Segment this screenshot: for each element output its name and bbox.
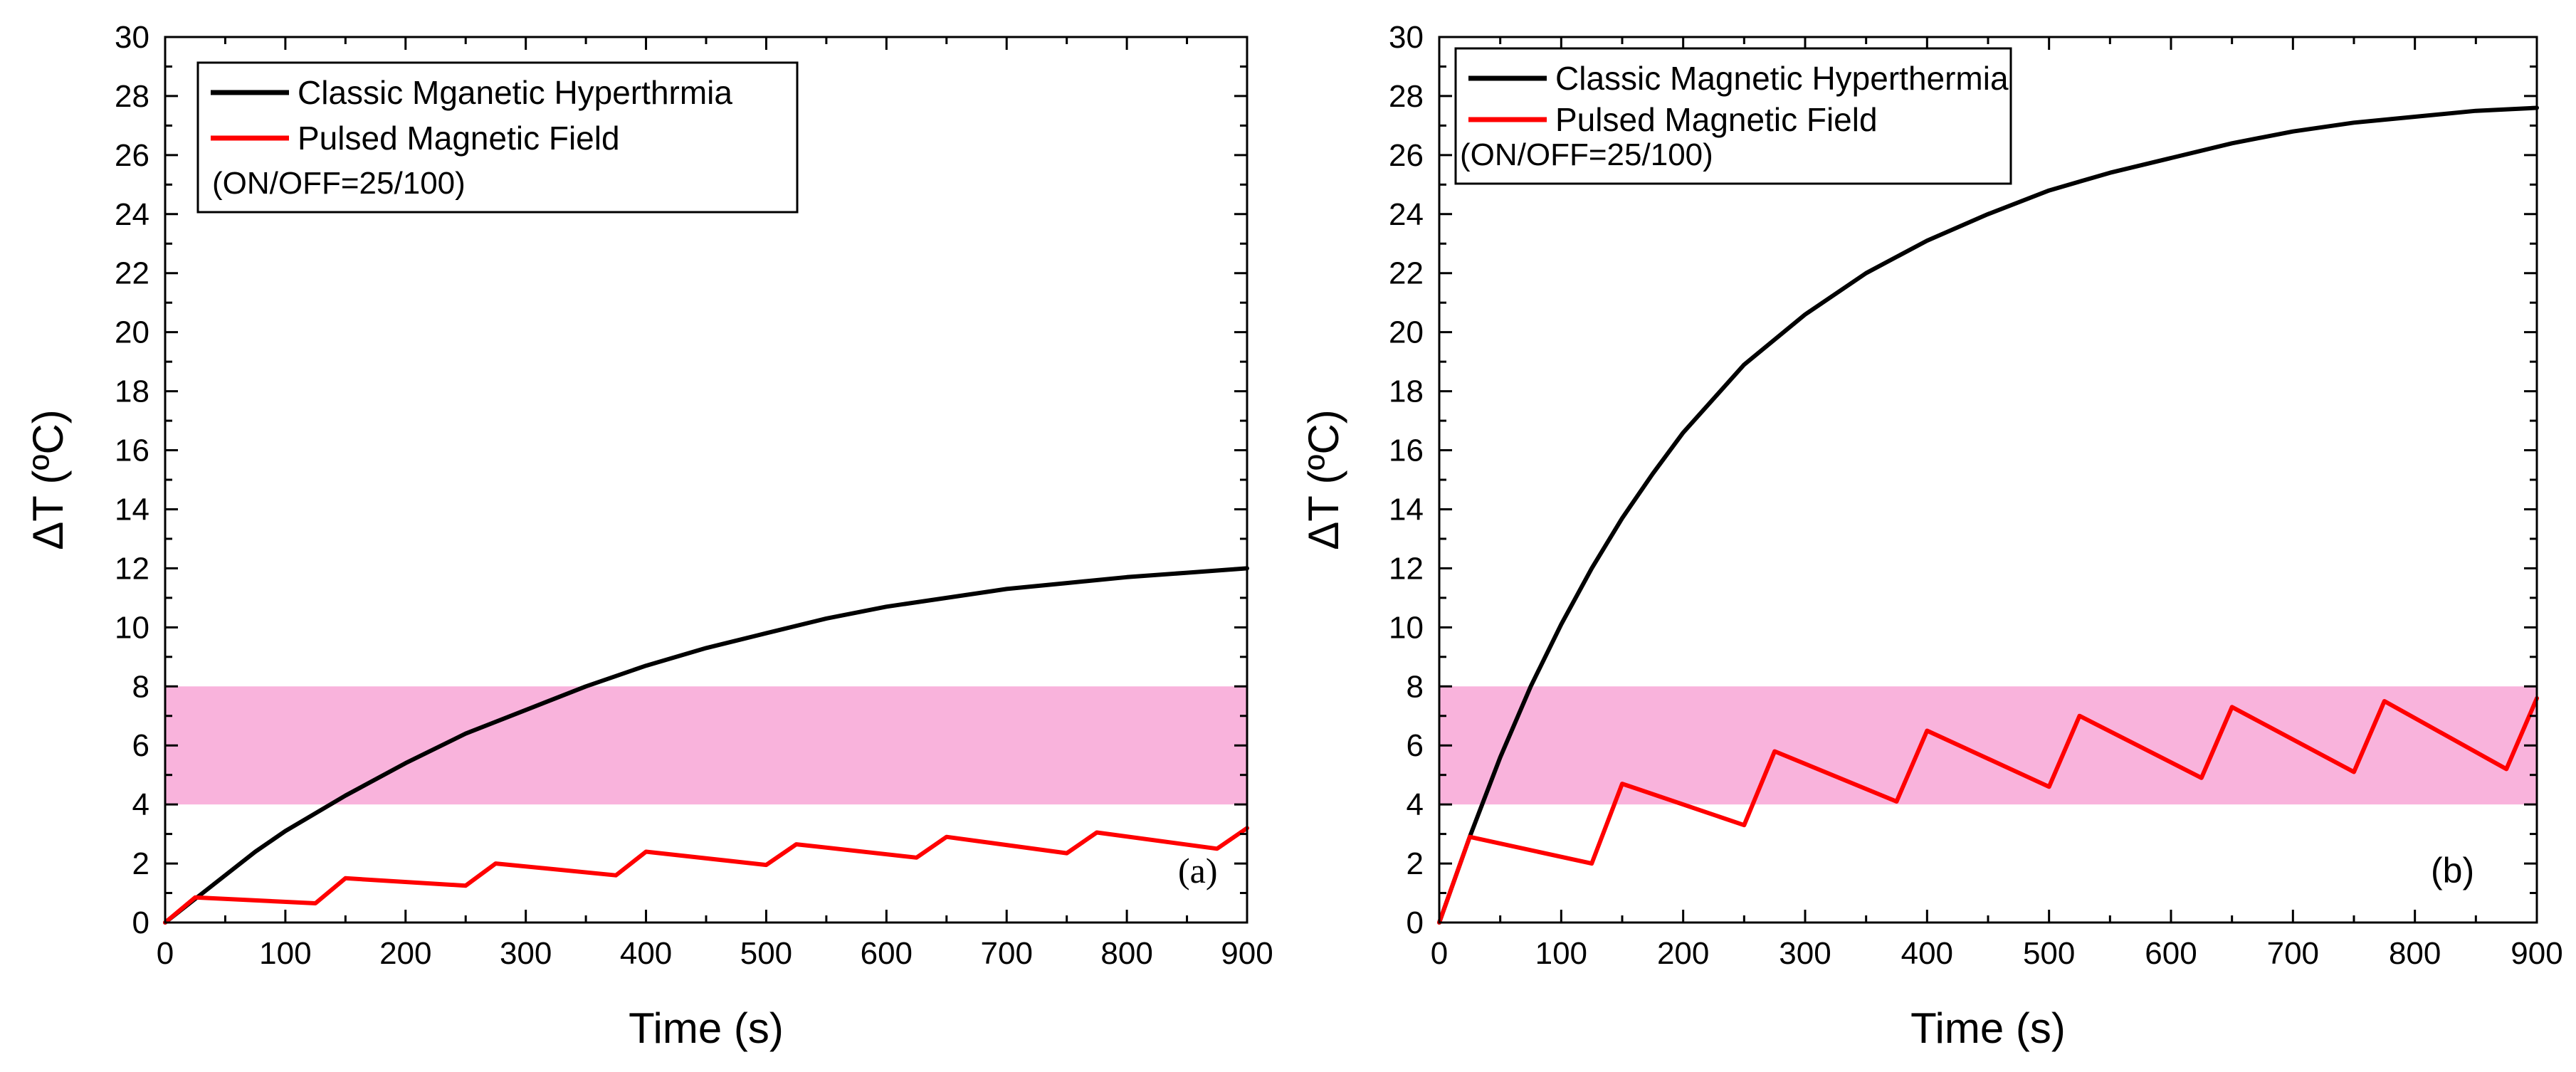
y-tick-label: 14 — [115, 492, 149, 527]
panel-label: (b) — [2431, 851, 2474, 890]
series-line-classic — [1437, 105, 2539, 925]
panel-label: (a) — [1178, 851, 1218, 890]
y-tick-label: 8 — [1407, 669, 1424, 704]
y-tick-label: 18 — [1389, 374, 1424, 409]
y-tick-label: 6 — [1407, 728, 1424, 763]
y-tick-label: 26 — [115, 138, 149, 173]
x-tick-label: 500 — [2023, 936, 2075, 971]
x-tick-label: 500 — [740, 936, 792, 971]
x-tick-label: 400 — [1901, 936, 1953, 971]
y-tick-label: 2 — [1407, 846, 1424, 881]
y-tick-label: 8 — [132, 669, 149, 704]
y-tick-label: 18 — [115, 374, 149, 409]
x-tick-label: 100 — [1535, 936, 1587, 971]
y-tick-label: 0 — [132, 905, 149, 940]
y-tick-label: 16 — [115, 433, 149, 468]
x-tick-label: 900 — [1221, 936, 1273, 971]
legend-note: (ON/OFF=25/100) — [1460, 137, 1713, 172]
y-tick-label: 22 — [115, 256, 149, 291]
x-tick-label: 200 — [379, 936, 431, 971]
x-tick-label: 600 — [861, 936, 913, 971]
y-tick-label: 4 — [1407, 787, 1424, 822]
y-tick-label: 4 — [132, 787, 149, 822]
x-tick-label: 800 — [2389, 936, 2441, 971]
legend-label: Classic Magnetic Hyperthermia — [1555, 60, 2009, 97]
y-tick-label: 6 — [132, 728, 149, 763]
legend-label: Classic Mganetic Hyperthrmia — [298, 74, 732, 111]
y-tick-label: 24 — [115, 197, 149, 232]
y-tick-label: 10 — [115, 610, 149, 645]
series-line-pulsed — [163, 826, 1249, 925]
y-tick-label: 28 — [1389, 79, 1424, 114]
x-tick-label: 200 — [1657, 936, 1709, 971]
series-line-pulsed — [1437, 695, 2539, 925]
y-tick-label: 20 — [115, 315, 149, 350]
x-tick-label: 600 — [2145, 936, 2197, 971]
y-tick-label: 16 — [1389, 433, 1424, 468]
x-tick-label: 800 — [1100, 936, 1152, 971]
x-tick-label: 100 — [259, 936, 311, 971]
y-tick-label: 30 — [1389, 20, 1424, 55]
legend-label: Pulsed Magnetic Field — [298, 120, 620, 157]
y-tick-label: 14 — [1389, 492, 1424, 527]
x-tick-label: 300 — [1779, 936, 1831, 971]
x-tick-label: 0 — [157, 936, 174, 971]
y-tick-label: 28 — [115, 79, 149, 114]
series-line-classic — [163, 566, 1249, 925]
y-tick-label: 0 — [1407, 905, 1424, 940]
legend-box — [196, 61, 799, 214]
x-tick-label: 400 — [620, 936, 672, 971]
y-tick-label: 24 — [1389, 197, 1424, 232]
legend-label: Pulsed Magnetic Field — [1555, 101, 1878, 138]
legend-box — [1454, 47, 2012, 185]
y-tick-label: 22 — [1389, 256, 1424, 291]
y-axis-title: ΔT (ºC) — [1300, 409, 1347, 550]
y-tick-label: 10 — [1389, 610, 1424, 645]
y-tick-label: 26 — [1389, 138, 1424, 173]
shaded-band — [165, 686, 1247, 805]
y-tick-label: 2 — [132, 846, 149, 881]
shaded-band — [1439, 686, 2537, 805]
y-tick-label: 12 — [115, 551, 149, 586]
x-axis-title: Time (s) — [629, 1004, 784, 1052]
legend-note: (ON/OFF=25/100) — [212, 166, 466, 201]
y-tick-label: 12 — [1389, 551, 1424, 586]
x-tick-label: 0 — [1431, 936, 1448, 971]
x-tick-label: 900 — [2511, 936, 2562, 971]
y-tick-label: 20 — [1389, 315, 1424, 350]
y-tick-label: 30 — [115, 20, 149, 55]
y-axis-title: ΔT (ºC) — [24, 409, 72, 550]
x-tick-label: 700 — [2267, 936, 2319, 971]
legend: Classic Mganetic Hyperthrmia Pulsed Magne… — [196, 61, 799, 214]
x-axis-title: Time (s) — [1910, 1004, 2066, 1052]
x-tick-label: 700 — [981, 936, 1033, 971]
legend: Classic Magnetic Hyperthermia Pulsed Magn… — [1454, 47, 2012, 185]
x-tick-label: 300 — [500, 936, 552, 971]
